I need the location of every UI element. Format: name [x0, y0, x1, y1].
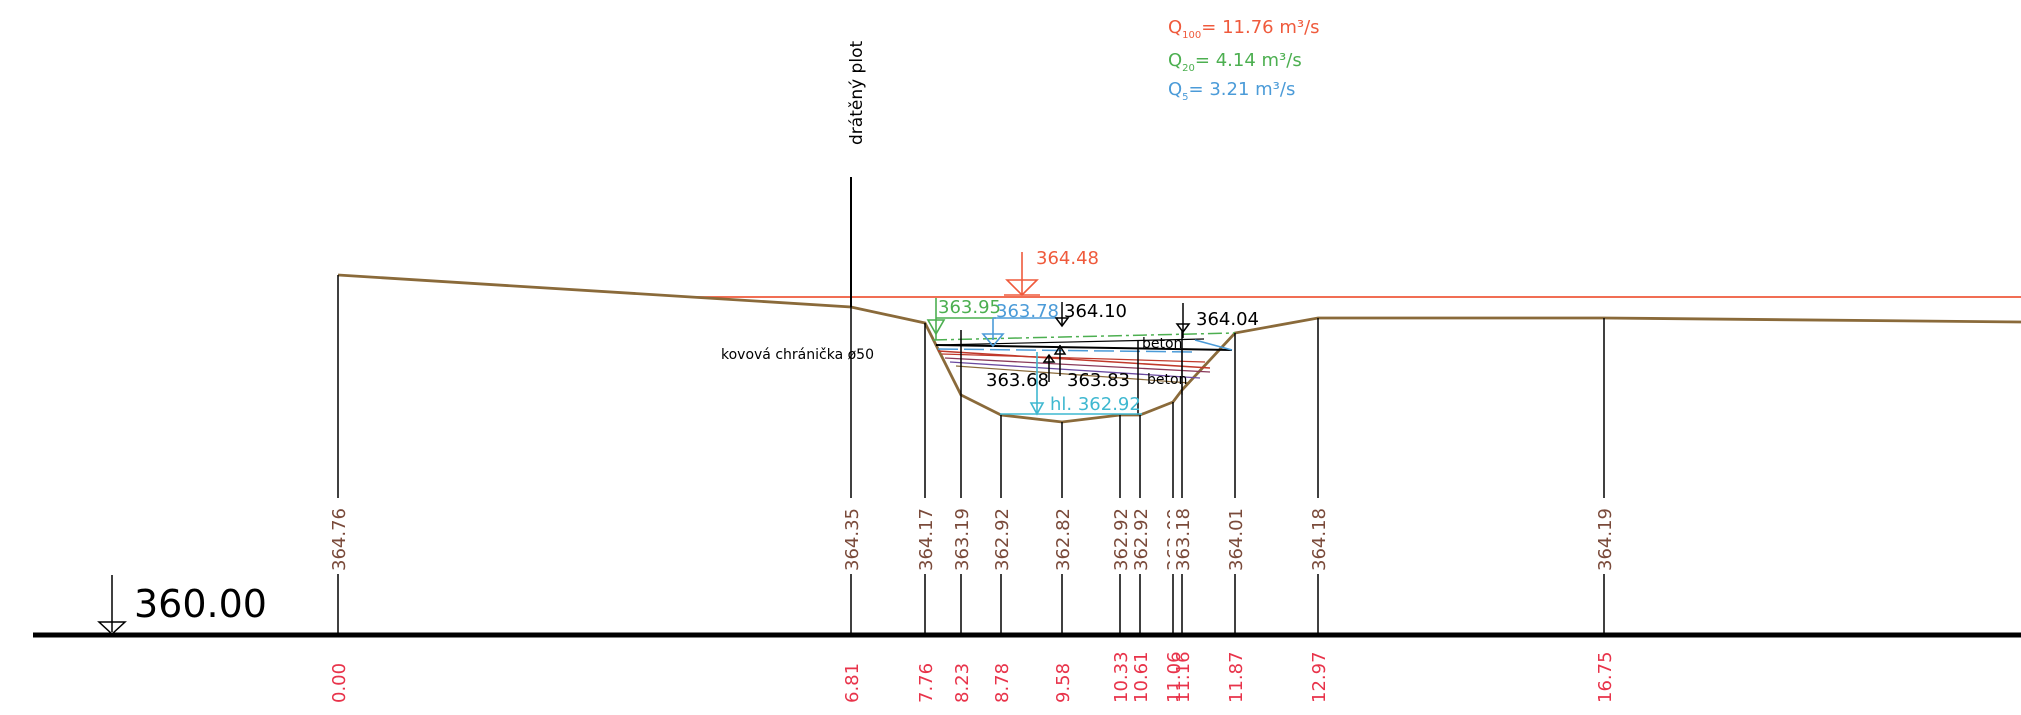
elevation-label: 364.35: [842, 508, 863, 571]
station-label: 11.06: [1164, 651, 1185, 703]
elevation-label: 362.92: [992, 508, 1013, 571]
elevation-label: 362.92: [1131, 508, 1152, 571]
label-background: [949, 498, 973, 574]
station-label: 16.75: [1595, 651, 1616, 703]
station-label: 12.97: [1309, 651, 1330, 703]
level-marker-l4: [1053, 344, 1067, 376]
label-background: [326, 498, 350, 574]
level-marker-l1: [1054, 302, 1070, 328]
level-value-l4: 363.83: [1067, 370, 1130, 391]
level-value-l3: 363.68: [986, 370, 1049, 391]
station-label: 7.76: [916, 663, 937, 703]
station-label: 11.16: [1173, 651, 1194, 703]
station-label: 11.87: [1226, 651, 1247, 703]
label-background: [1128, 498, 1152, 574]
level-value-l2: 364.04: [1196, 309, 1259, 330]
q20-level-marker: [926, 298, 996, 340]
label-background: [913, 498, 937, 574]
label-background: [839, 498, 863, 574]
station-label: 9.58: [1053, 663, 1074, 703]
station-label: 8.78: [992, 663, 1013, 703]
flow-legend: Q100= 11.76 m³/s Q20= 4.14 m³/s Q5= 3.21…: [1168, 17, 1320, 103]
elevation-label: 362.92: [1111, 508, 1132, 571]
concrete-label-2: beton: [1147, 372, 1187, 388]
label-background: [989, 498, 1013, 574]
datum-marker: [96, 575, 128, 636]
q5-level-marker: [981, 317, 1058, 348]
legend-q20: Q20= 4.14 m³/s: [1168, 50, 1302, 74]
station-marks: 364.76 0.00 364.35 6.81 364.17 7.76 363.19 8.23…: [326, 275, 1616, 703]
station-label: 0.00: [329, 663, 350, 703]
q100-level-value: 364.48: [1036, 248, 1099, 269]
elevation-label: 364.01: [1226, 508, 1247, 571]
datum-label: 360.00: [134, 582, 267, 626]
label-background: [1306, 498, 1330, 574]
level-value-l1: 364.10: [1064, 301, 1127, 322]
station-label: 8.23: [952, 663, 973, 703]
pipe-label: kovová chránička ø50: [721, 347, 874, 363]
terrain-profile: [337, 273, 2021, 424]
channel-bottom-marker: [1000, 352, 1142, 416]
channel-bottom-label: hl. 362.92: [1050, 394, 1141, 415]
elevation-label: 364.76: [329, 508, 350, 571]
legend-q5: Q5= 3.21 m³/s: [1168, 79, 1295, 103]
station-label: 10.33: [1111, 651, 1132, 703]
level-marker-l3: [1042, 353, 1056, 382]
label-background: [1050, 498, 1074, 574]
label-background: [1592, 498, 1616, 574]
concrete-label-1: beton: [1142, 336, 1182, 352]
level-marker-l2: [1175, 303, 1191, 338]
q5-level-value: 363.78: [996, 301, 1059, 322]
elevation-label: 364.18: [1309, 508, 1330, 571]
q20-level-value: 363.95: [938, 297, 1001, 318]
channel-details: [932, 332, 1236, 415]
label-background: [1170, 498, 1194, 574]
elevation-label: 362.82: [1053, 508, 1074, 571]
label-background: [1223, 498, 1247, 574]
elevation-label: 364.17: [916, 508, 937, 571]
elevation-label: 364.19: [1595, 508, 1616, 571]
fence-label: drátěný plot: [847, 41, 867, 145]
station-label: 6.81: [842, 663, 863, 703]
elevation-label: 363.18: [1173, 508, 1194, 571]
q100-level-marker: [1004, 252, 1040, 297]
legend-q100: Q100= 11.76 m³/s: [1168, 17, 1320, 41]
station-label: 10.61: [1131, 651, 1152, 703]
elevation-label: 363.19: [952, 508, 973, 571]
